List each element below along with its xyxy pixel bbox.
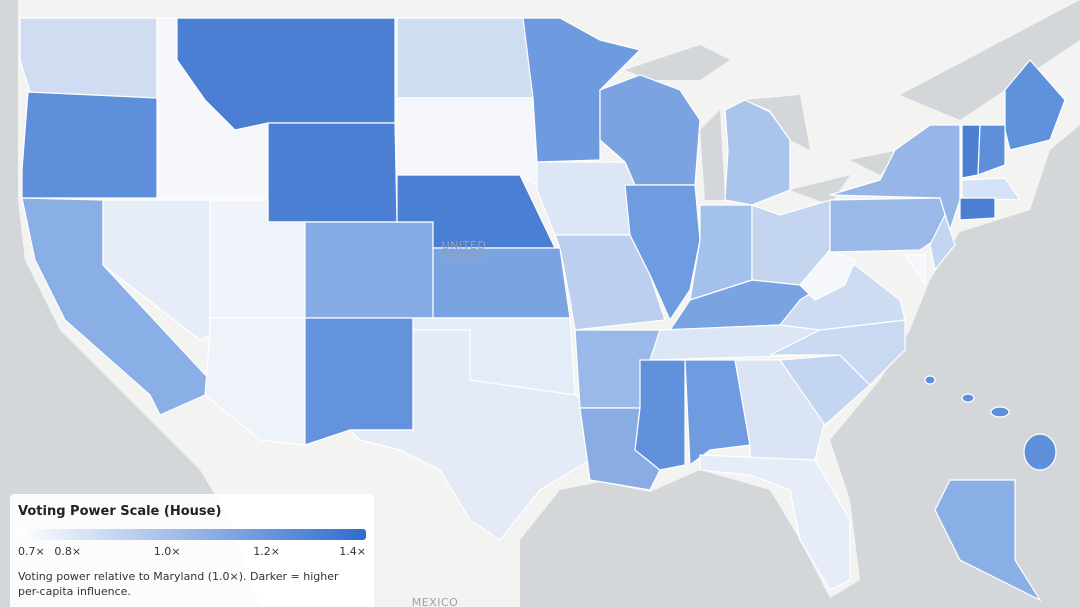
- country-label: MEXICO: [411, 596, 459, 607]
- legend-gradient: [18, 529, 366, 540]
- country-label: UNITED STATES: [441, 239, 487, 265]
- legend-title: Voting Power Scale (House): [18, 504, 222, 519]
- states: [19, 17, 1066, 602]
- legend-tick-label: 1.0×: [153, 545, 181, 558]
- legend-ticks: 0.7× 0.8× 1.0× 1.2× 1.4×: [18, 545, 366, 559]
- legend-tick-label: 0.8×: [54, 545, 82, 558]
- legend-tick-label: 1.2×: [253, 545, 280, 558]
- legend-tick-label: 0.7×: [18, 545, 45, 558]
- legend-tick-label: 1.4×: [339, 545, 366, 558]
- legend: Voting Power Scale (House) 0.7× 0.8× 1.0× 1…: [10, 494, 374, 607]
- legend-note: Voting power relative to Maryland (1.0×)…: [18, 570, 339, 598]
